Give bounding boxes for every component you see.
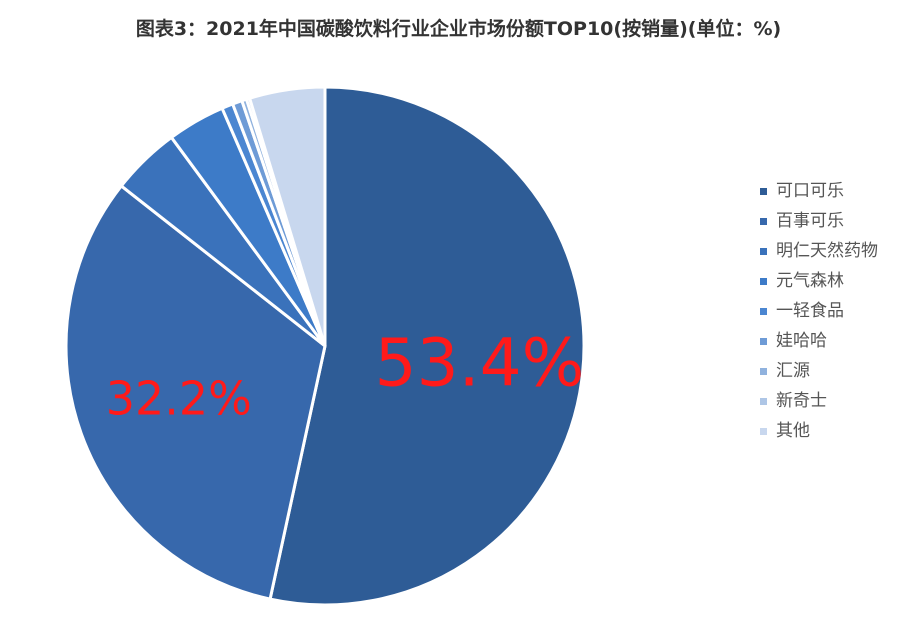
pie-data-labels: 53.4% 32.2% — [106, 325, 585, 426]
legend-label: 百事可乐 — [776, 211, 844, 231]
chart-title: 图表3：2021年中国碳酸饮料行业企业市场份额TOP10(按销量)(单位：%) — [135, 18, 782, 40]
legend-label: 可口可乐 — [776, 181, 844, 201]
legend-label: 明仁天然药物 — [776, 241, 878, 261]
legend-swatch — [760, 307, 767, 315]
legend-item-3: 明仁天然药物 — [760, 236, 878, 266]
legend-swatch — [760, 367, 767, 375]
legend-item-6: 娃哈哈 — [760, 326, 878, 356]
legend-swatch — [760, 277, 767, 285]
chart-legend: 可口可乐百事可乐明仁天然药物 元气森林一轻食品娃哈哈汇源新奇士其他 — [760, 176, 878, 446]
legend-swatch — [760, 397, 767, 405]
pie-slice-9 — [247, 85, 327, 347]
legend-label: 一轻食品 — [776, 301, 844, 321]
legend-label: 汇源 — [776, 361, 810, 381]
legend-label: 其他 — [776, 421, 810, 441]
pie-slices — [64, 85, 586, 607]
legend-label: 娃哈哈 — [776, 331, 827, 351]
legend-item-8: 新奇士 — [760, 386, 878, 416]
legend-label: 元气森林 — [776, 271, 844, 291]
legend-item-5: 一轻食品 — [760, 296, 878, 326]
data-label-1: 53.4% — [375, 325, 585, 402]
legend-swatch — [760, 427, 767, 435]
legend-item-1: 可口可乐 — [760, 176, 878, 206]
legend-item-7: 汇源 — [760, 356, 878, 386]
pie-slice-2 — [64, 183, 327, 601]
data-label-2: 32.2% — [106, 372, 252, 426]
legend-item-2: 百事可乐 — [760, 206, 878, 236]
pie-slice-1 — [268, 85, 586, 607]
legend-swatch — [760, 337, 767, 345]
legend-item-9: 其他 — [760, 416, 878, 446]
legend-item-4: 元气森林 — [760, 266, 878, 296]
legend-swatch — [760, 247, 767, 255]
legend-swatch — [760, 187, 767, 195]
legend-label: 新奇士 — [776, 391, 827, 411]
legend-swatch — [760, 217, 767, 225]
